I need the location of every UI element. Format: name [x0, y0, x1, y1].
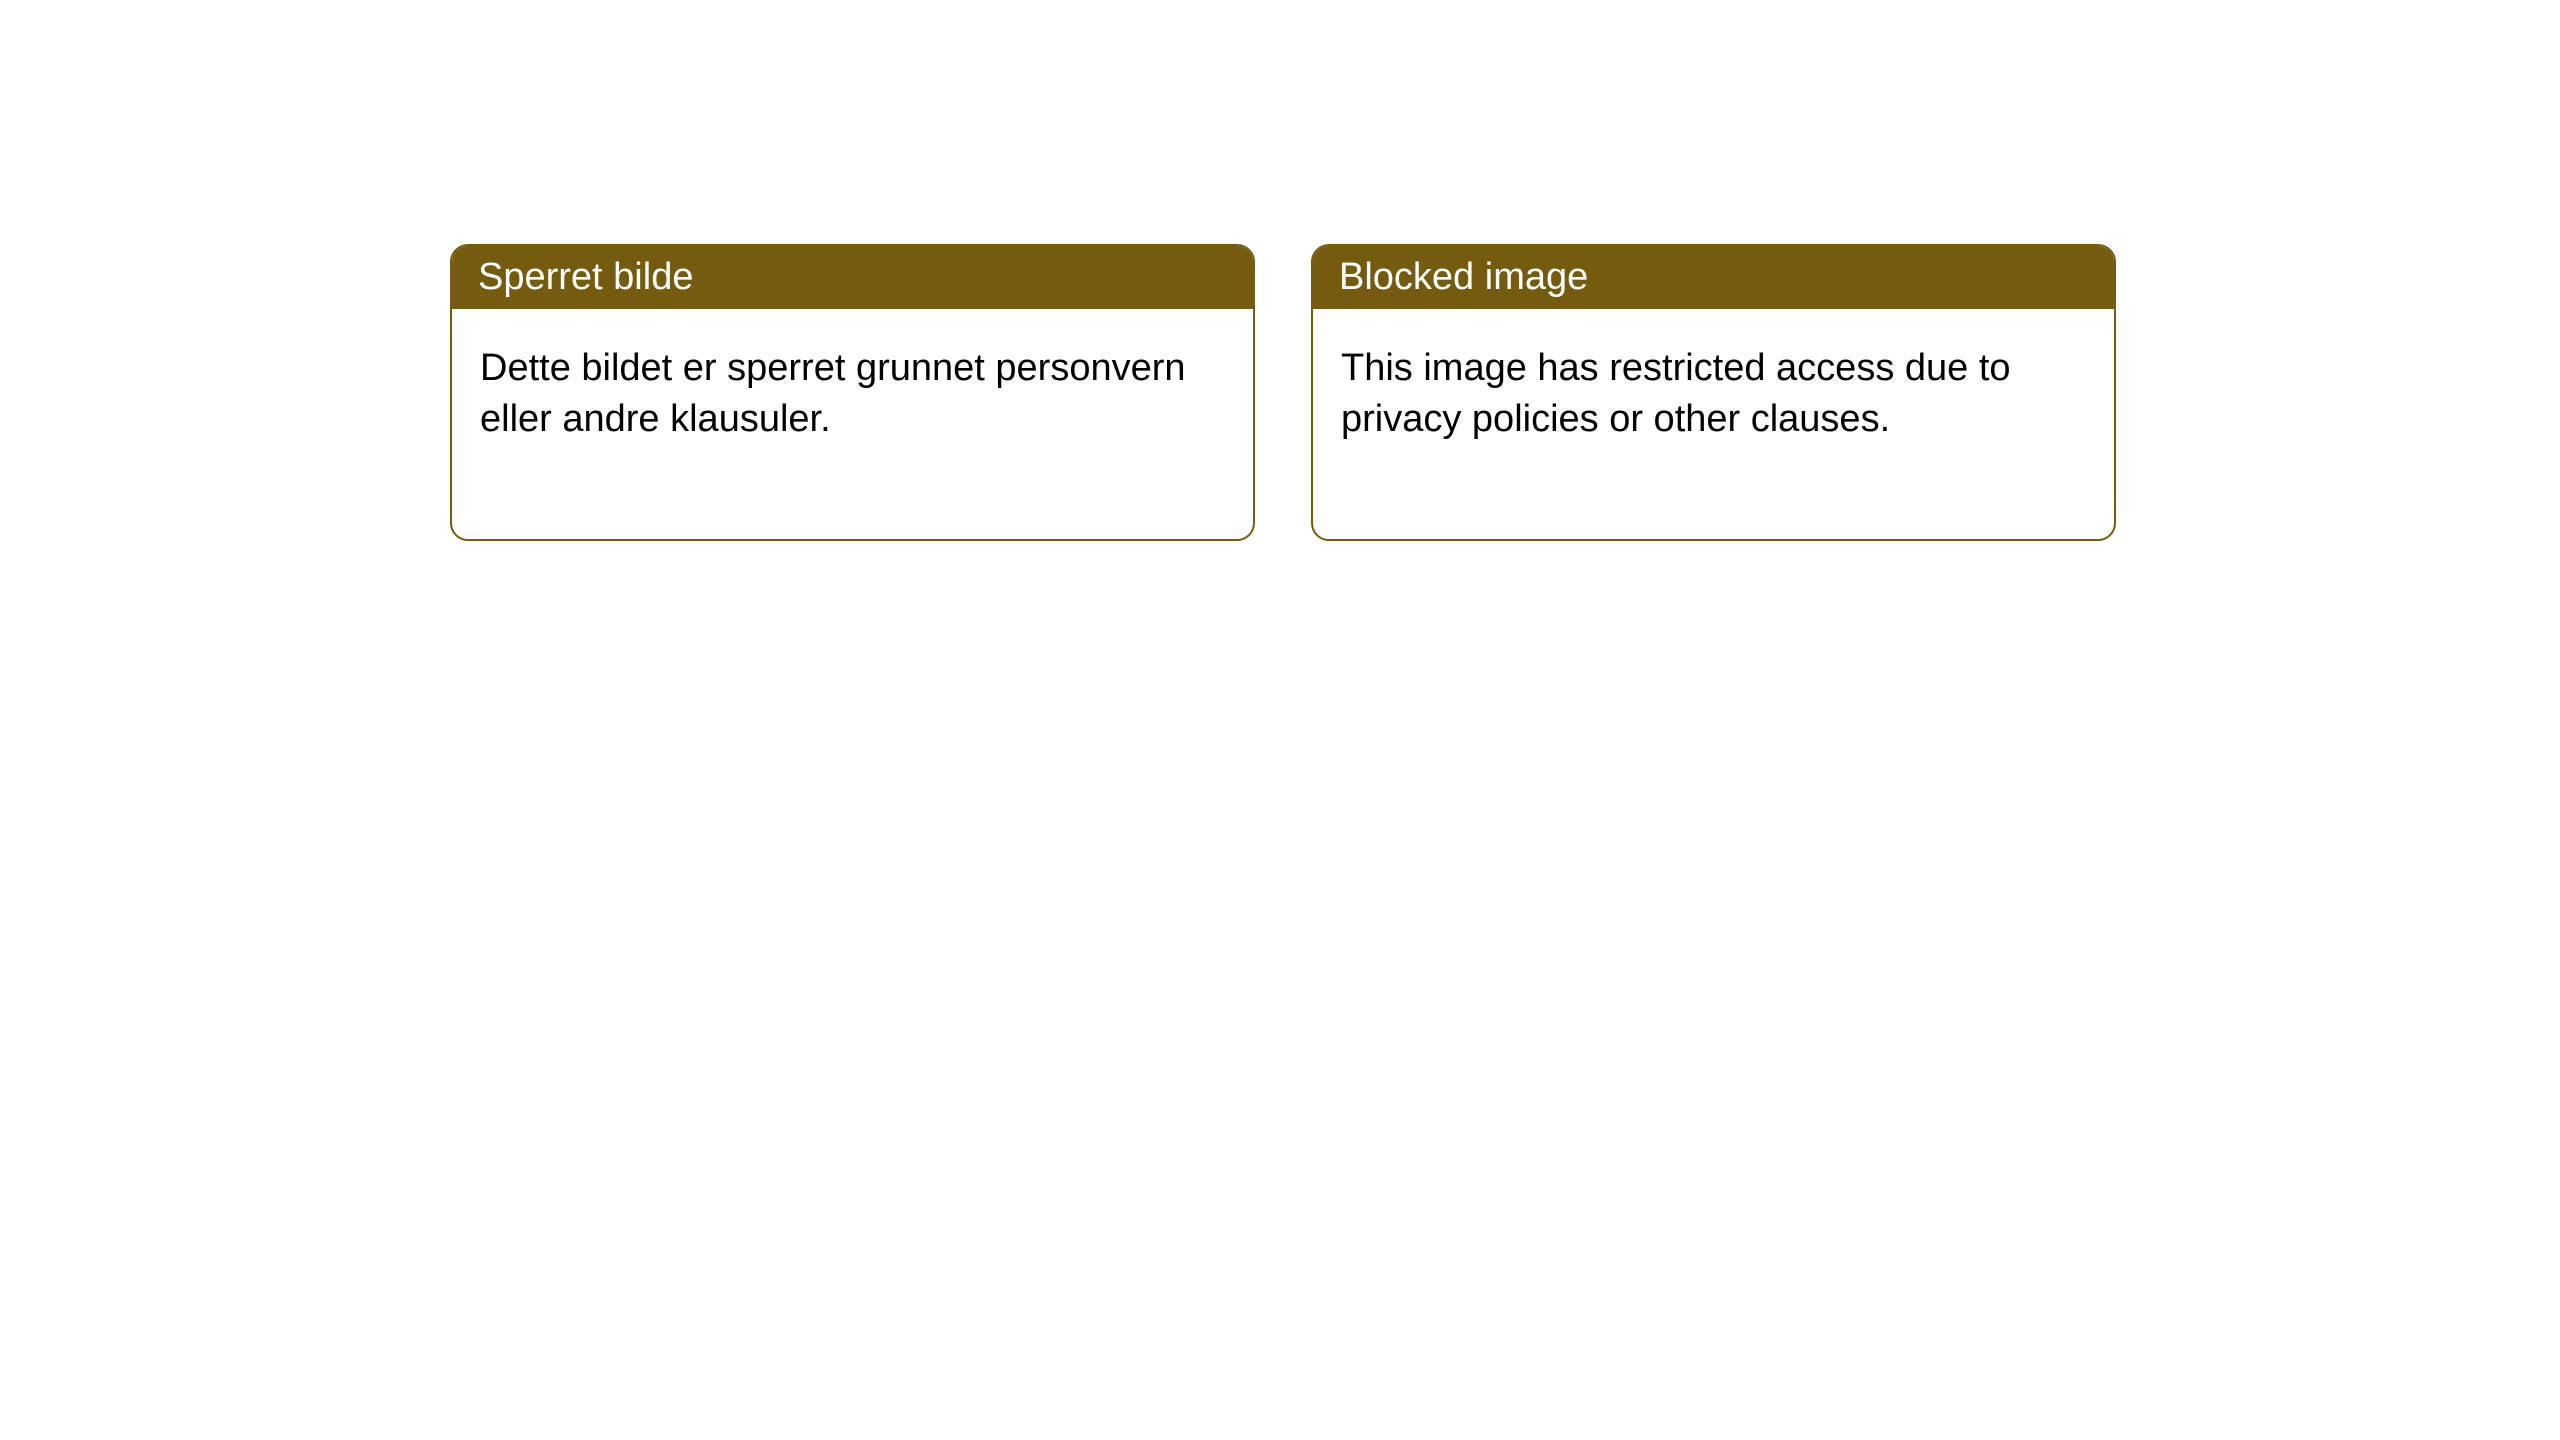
notice-header-no: Sperret bilde	[452, 246, 1253, 309]
notice-header-en: Blocked image	[1313, 246, 2114, 309]
notice-body-en: This image has restricted access due to …	[1313, 309, 2114, 539]
notice-card-no: Sperret bilde Dette bildet er sperret gr…	[450, 244, 1255, 541]
notice-body-no: Dette bildet er sperret grunnet personve…	[452, 309, 1253, 539]
notice-card-en: Blocked image This image has restricted …	[1311, 244, 2116, 541]
notice-container: Sperret bilde Dette bildet er sperret gr…	[0, 0, 2560, 541]
